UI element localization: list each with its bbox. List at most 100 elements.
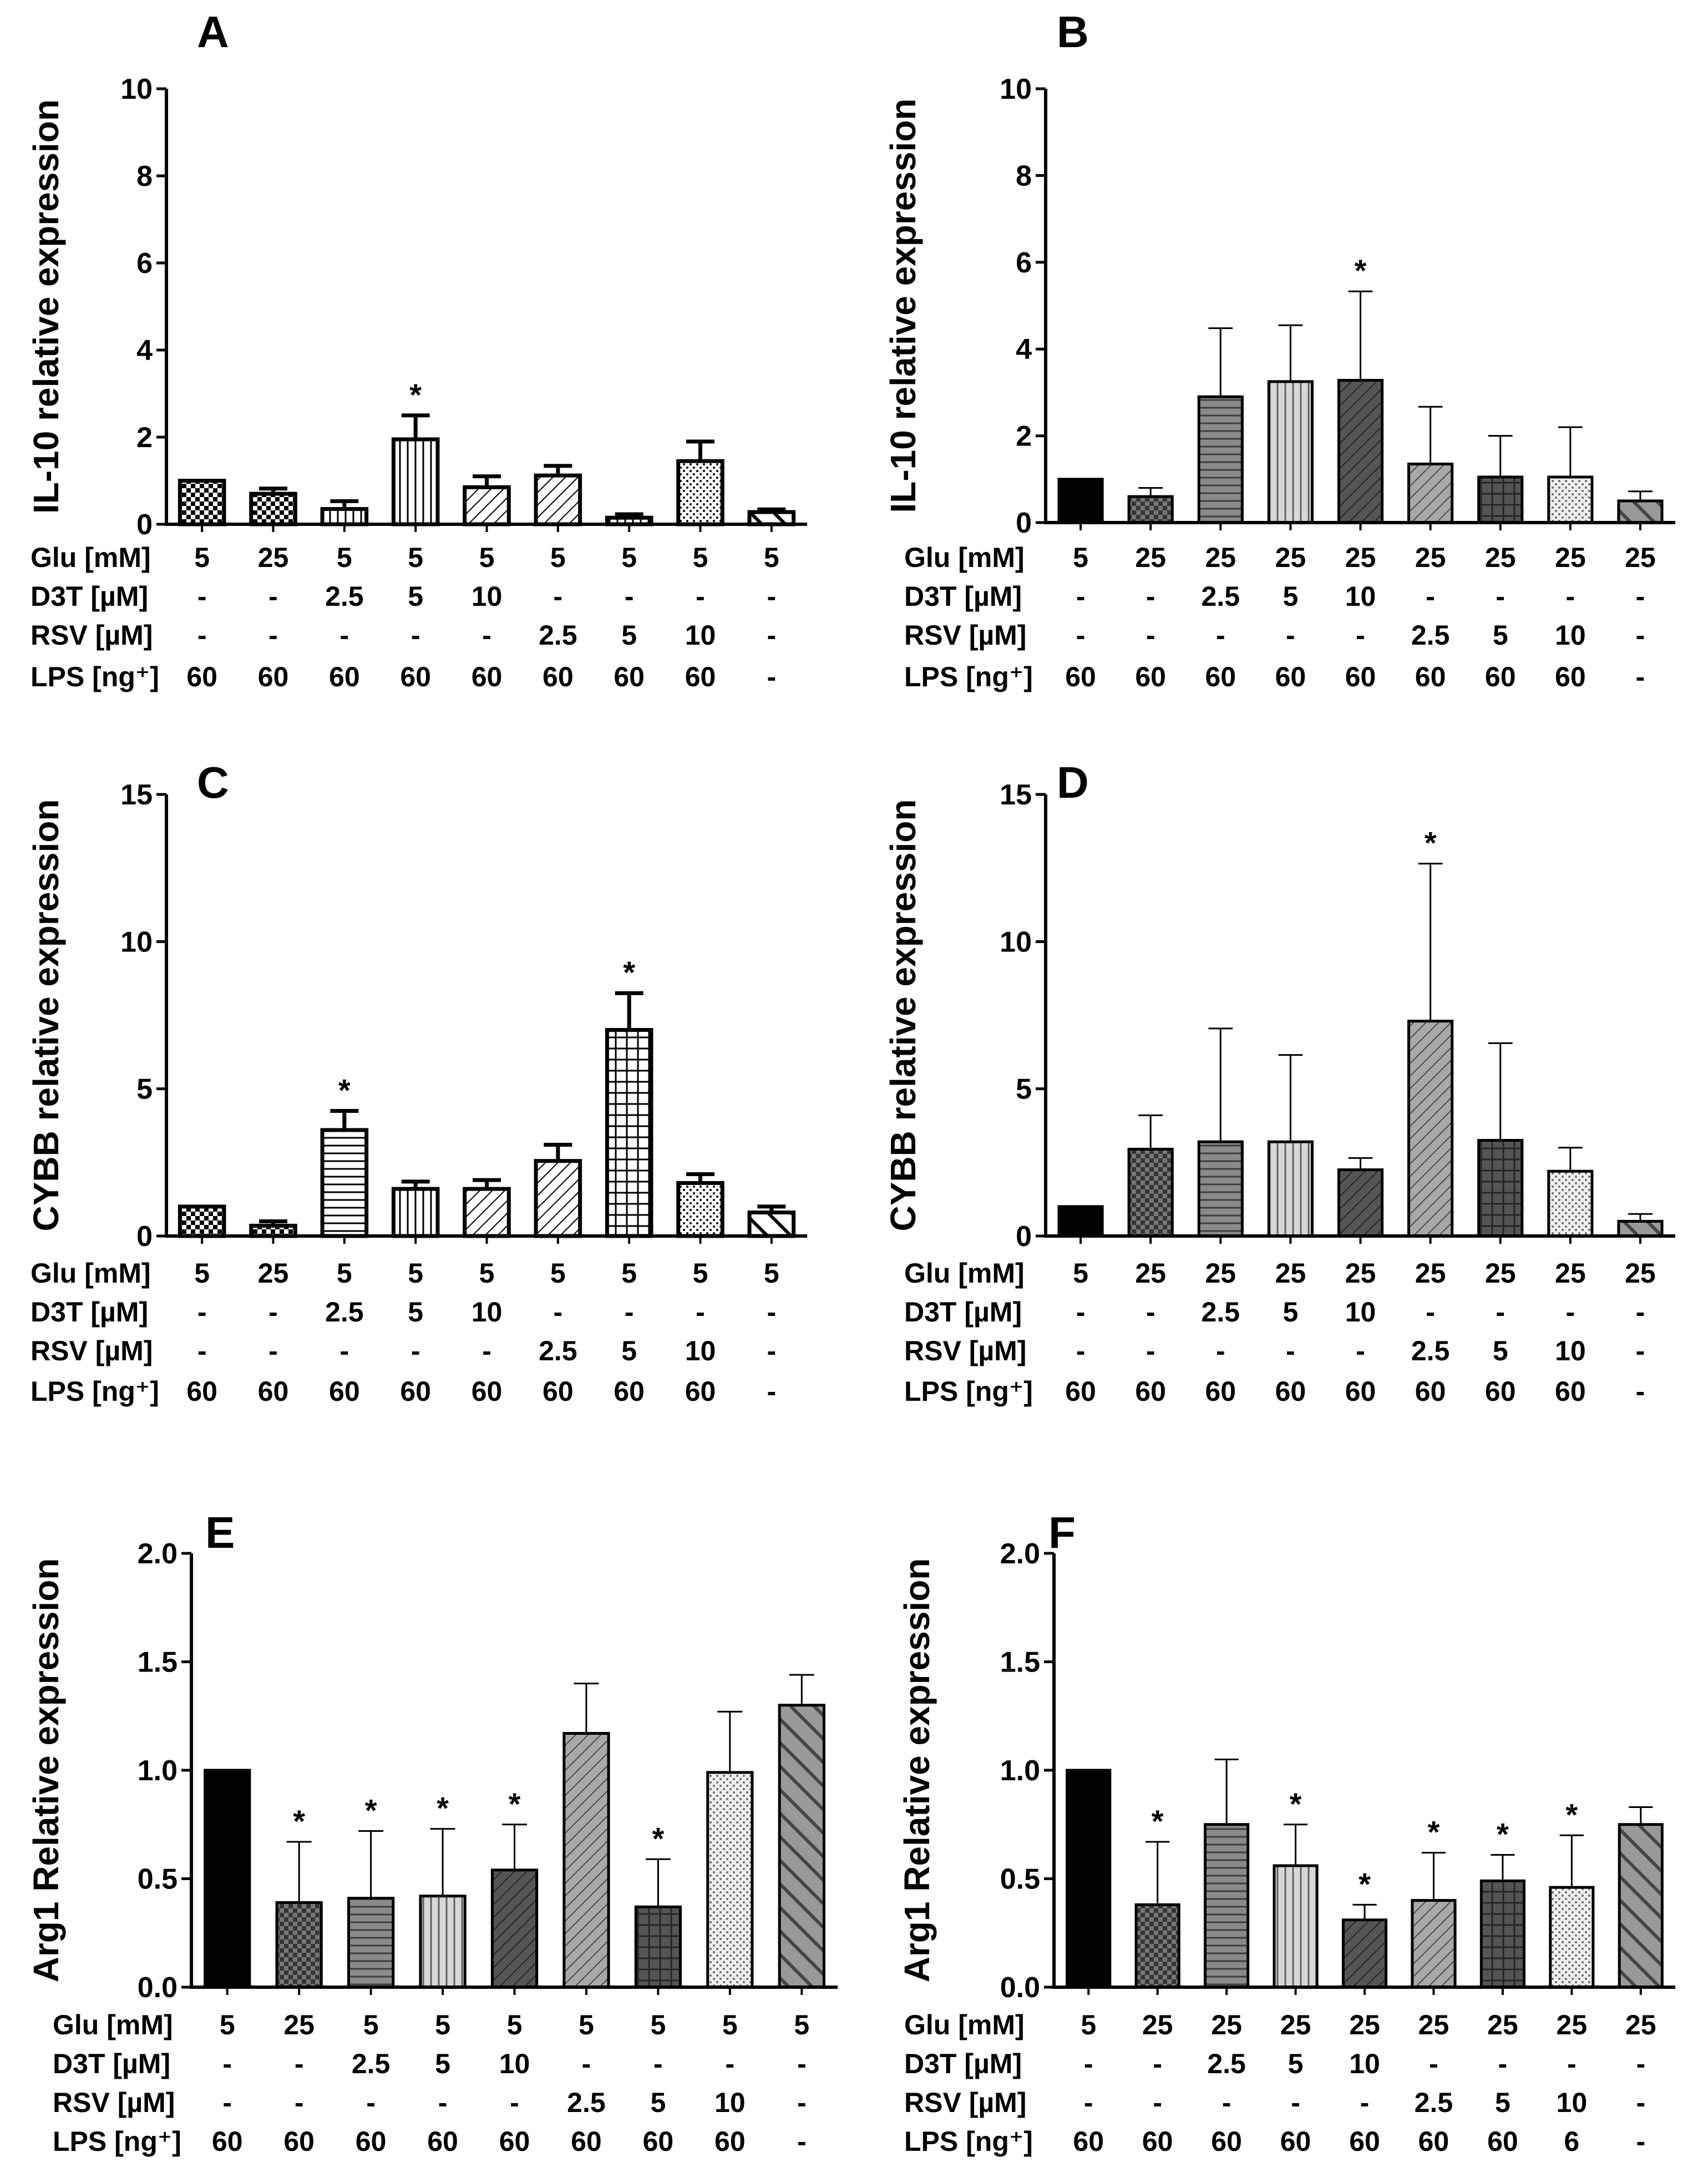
condition-value: 60 [499, 2126, 530, 2157]
condition-value: 2.5 [325, 1296, 364, 1328]
y-axis-label: CYBB relative expression [26, 799, 66, 1232]
condition-label: Glu [mM] [31, 1258, 151, 1289]
condition-value: 2.5 [325, 581, 364, 612]
significance-star: * [623, 955, 635, 990]
significance-star: * [338, 1072, 351, 1107]
condition-value: 2.5 [1411, 1335, 1450, 1366]
condition-value: - [268, 1335, 278, 1366]
condition-value: - [1636, 1335, 1645, 1366]
condition-value: - [1496, 581, 1505, 612]
condition-value: 60 [472, 661, 503, 692]
condition-value: 5 [650, 2009, 666, 2040]
condition-value: 25 [1135, 1258, 1166, 1289]
bar-pattern [251, 494, 296, 524]
condition-value: - [1222, 2087, 1231, 2118]
y-tick-label: 0.0 [138, 1972, 178, 2004]
y-tick-label: 10 [1000, 73, 1032, 105]
condition-value: 5 [579, 2009, 594, 2040]
panel-letter: A [197, 7, 229, 57]
condition-value: 60 [1418, 2126, 1449, 2157]
condition-value: - [1146, 620, 1155, 651]
condition-value: - [767, 661, 777, 692]
condition-value: 5 [507, 2009, 523, 2040]
condition-value: - [1216, 620, 1225, 651]
condition-value: 5 [1495, 2087, 1511, 2118]
condition-value: 25 [1135, 542, 1166, 573]
condition-value: 5 [621, 542, 637, 573]
bar-pattern [1408, 1021, 1452, 1236]
y-tick-label: 0 [136, 1220, 153, 1253]
condition-value: 60 [258, 661, 289, 692]
panel-letter: D [1057, 758, 1089, 807]
condition-value: 60 [1073, 2126, 1104, 2157]
y-axis-label: IL-10 relative expression [26, 99, 66, 514]
condition-value: 60 [1211, 2126, 1242, 2157]
condition-value: - [625, 581, 634, 612]
condition-value: - [1636, 2048, 1645, 2079]
condition-value: 5 [479, 1258, 495, 1289]
y-tick-label: 15 [1000, 779, 1032, 811]
condition-value: 60 [1280, 2126, 1311, 2157]
condition-value: - [1636, 1376, 1645, 1407]
condition-value: - [767, 581, 777, 612]
significance-star: * [1152, 1804, 1164, 1838]
y-tick-label: 2 [136, 422, 153, 454]
significance-star: * [652, 1821, 664, 1856]
condition-value: - [1636, 581, 1645, 612]
y-tick-label: 10 [120, 926, 153, 958]
bar-pattern [1619, 1824, 1663, 1987]
significance-star: * [1359, 1866, 1371, 1901]
condition-label: D3T [µM] [904, 581, 1022, 612]
y-tick-label: 1.5 [1000, 1647, 1040, 1679]
condition-value: 5 [435, 2009, 450, 2040]
y-tick-label: 8 [136, 160, 153, 193]
condition-value: 60 [543, 661, 574, 692]
condition-value: 25 [1211, 2009, 1242, 2040]
condition-value: 60 [186, 1376, 217, 1407]
condition-value: 5 [479, 542, 495, 573]
y-axis-label: CYBB relative expression [883, 799, 923, 1232]
condition-value: 25 [1555, 542, 1586, 573]
condition-value: 5 [220, 2009, 235, 2040]
bar-pattern [1548, 477, 1592, 523]
condition-value: 25 [283, 2009, 315, 2040]
y-tick-label: 0.0 [1000, 1972, 1040, 2004]
condition-value: 10 [1557, 2087, 1588, 2118]
bar-pattern [564, 1733, 609, 1987]
significance-star: * [293, 1804, 305, 1838]
condition-label: RSV [µM] [904, 1335, 1026, 1366]
condition-value: - [1636, 620, 1645, 651]
condition-label: Glu [mM] [904, 1258, 1025, 1289]
bar-pattern [536, 475, 580, 524]
condition-value: 2.5 [1207, 2048, 1246, 2079]
y-tick-label: 2.0 [138, 1538, 178, 1570]
y-tick-label: 5 [1016, 1073, 1032, 1106]
condition-value: 5 [1073, 1258, 1088, 1289]
bar-pattern [678, 461, 723, 524]
condition-value: - [197, 620, 207, 651]
condition-value: - [1566, 1296, 1575, 1328]
bar-pattern [1408, 464, 1452, 523]
condition-value: 25 [1142, 2009, 1173, 2040]
condition-value: - [1146, 1296, 1155, 1328]
bar-pattern [322, 509, 367, 524]
condition-value: - [1426, 581, 1435, 612]
condition-value: - [268, 581, 278, 612]
condition-value: 60 [571, 2126, 602, 2157]
condition-value: - [1636, 1296, 1645, 1328]
y-axis-label: Arg1 Relative expression [897, 1558, 937, 1983]
bar-pattern [1129, 1149, 1173, 1236]
condition-value: - [1498, 2048, 1508, 2079]
condition-value: - [411, 620, 420, 651]
bar-pattern [393, 439, 438, 524]
condition-value: 60 [1555, 661, 1586, 692]
condition-value: 5 [435, 2048, 450, 2079]
condition-value: 60 [1485, 661, 1516, 692]
condition-value: 5 [408, 542, 423, 573]
significance-star: * [1290, 1786, 1302, 1821]
condition-value: - [197, 1296, 207, 1328]
condition-value: 25 [1625, 2009, 1656, 2040]
y-tick-label: 0 [1016, 507, 1032, 539]
bar [1067, 1770, 1110, 1987]
condition-value: 25 [1415, 1258, 1446, 1289]
